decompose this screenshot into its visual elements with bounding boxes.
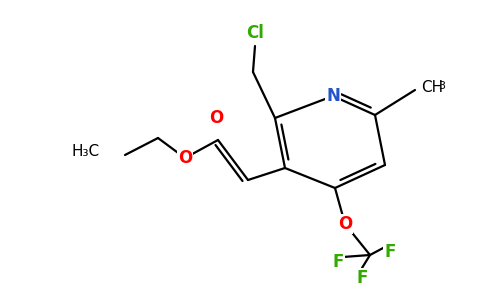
Text: F: F	[356, 269, 368, 287]
Text: 3: 3	[438, 81, 445, 91]
Text: F: F	[333, 253, 344, 271]
Text: H: H	[89, 145, 100, 160]
Text: CH: CH	[421, 80, 443, 95]
Text: O: O	[209, 109, 223, 127]
Text: Cl: Cl	[246, 24, 264, 42]
Text: F: F	[384, 243, 396, 261]
Text: N: N	[326, 87, 340, 105]
Text: O: O	[338, 215, 352, 233]
Text: H₃C: H₃C	[72, 145, 100, 160]
Text: O: O	[178, 149, 192, 167]
